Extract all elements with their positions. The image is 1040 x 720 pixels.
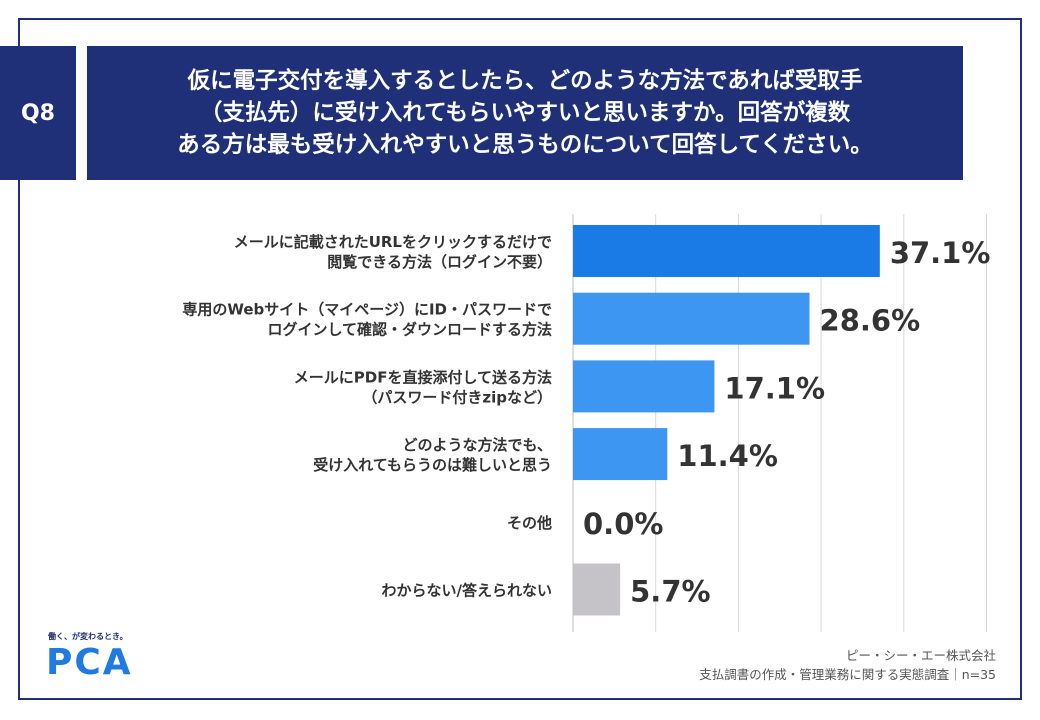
source-note: ピー・シー・エー株式会社 支払調書の作成・管理業務に関する実態調査｜n=35 xyxy=(699,646,996,684)
data-label: 28.6% xyxy=(820,304,921,338)
bar xyxy=(573,292,810,345)
data-label: 11.4% xyxy=(677,439,778,473)
question-text: 仮に電子交付を導入するとしたら、どのような方法であれば受取手 （支払先）に受け入… xyxy=(87,46,963,180)
question-line: 仮に電子交付を導入するとしたら、どのような方法であれば受取手 xyxy=(187,68,863,94)
question-id: Q8 xyxy=(0,46,76,180)
category-label: 受け入れてもらうのは難しいと思う xyxy=(313,456,552,474)
pca-logo: PCA xyxy=(46,642,133,683)
category-label: 閲覧できる方法（ログイン不要） xyxy=(327,253,552,271)
question-line: ある方は最も受け入れやすいと思うものについて回答してください。 xyxy=(177,132,873,158)
data-label: 37.1% xyxy=(890,236,991,270)
logo-tagline: 働く、が変わるとき。 xyxy=(48,632,128,641)
category-label: メールにPDFを直接添付して送る方法 xyxy=(294,368,552,386)
category-label: わからない/答えられない xyxy=(382,582,552,600)
data-label: 17.1% xyxy=(724,371,825,405)
bar xyxy=(573,563,621,616)
category-label: 専用のWebサイト（マイページ）にID・パスワードで xyxy=(182,301,552,319)
bar xyxy=(573,360,715,413)
data-label: 0.0% xyxy=(583,507,663,541)
category-label: メールに記載されたURLをクリックするだけで xyxy=(234,233,552,251)
bar xyxy=(573,428,668,481)
category-label: どのような方法でも、 xyxy=(402,436,552,454)
bar xyxy=(573,225,880,277)
question-line: （支払先）に受け入れてもらいやすいと思いますか。回答が複数 xyxy=(199,100,851,126)
category-label: （パスワード付きzipなど） xyxy=(362,388,552,406)
category-label: その他 xyxy=(507,514,552,532)
company-name: ピー・シー・エー株式会社 xyxy=(845,648,996,663)
survey-name: 支払調書の作成・管理業務に関する実態調査｜n=35 xyxy=(699,667,996,682)
data-label: 5.7% xyxy=(630,575,710,609)
category-label: ログインして確認・ダウンロードする方法 xyxy=(267,321,552,339)
